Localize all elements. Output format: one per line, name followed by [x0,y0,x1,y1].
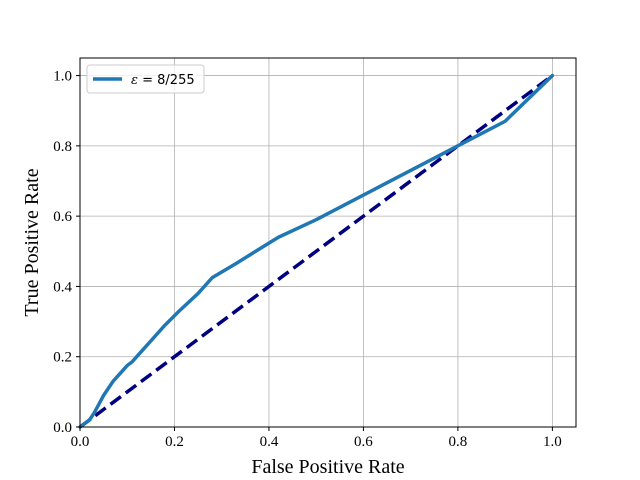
series-layer [78,73,555,429]
y-tick-label: 0.0 [53,420,72,436]
x-tick-label: 0.2 [165,434,184,450]
x-tick-label: 1.0 [543,434,562,450]
y-tick-label: 0.6 [53,209,72,225]
roc-curve-line [78,73,555,429]
y-tick-label: 0.2 [53,350,72,366]
y-axis-title: True Positive Rate [21,168,43,316]
legend-label-rest: = 8/255 [138,73,195,88]
legend-box [86,64,205,94]
x-axis-title: False Positive Rate [251,456,404,478]
x-axis-ticks: 0.0 0.2 0.4 0.6 0.8 1.0 [71,427,562,450]
x-tick-label: 0.0 [71,434,90,450]
y-tick-label: 1.0 [53,69,72,85]
x-tick-label: 0.8 [449,434,468,450]
y-tick-label: 0.4 [53,279,72,295]
plot-frame [79,57,577,428]
legend: ε = 8/255 [86,64,205,94]
legend-label-symbol: ε [131,73,138,88]
y-axis-ticks: 0.0 0.2 0.4 0.6 0.8 1.0 [53,69,80,436]
x-tick-label: 0.6 [354,434,373,450]
y-tick-label: 0.8 [53,139,72,155]
x-tick-label: 0.4 [260,434,279,450]
chance-diagonal-line [78,74,554,429]
legend-label: ε = 8/255 [131,73,195,88]
